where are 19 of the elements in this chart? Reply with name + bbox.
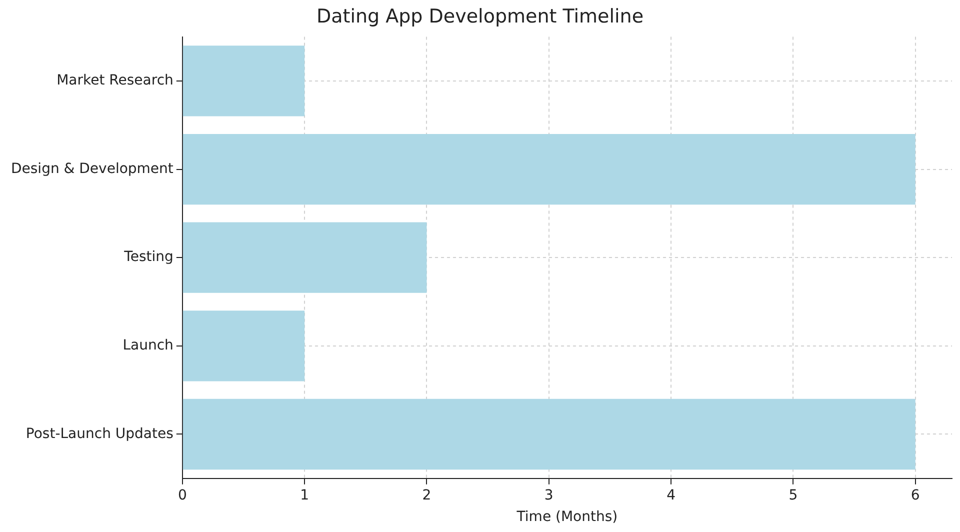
y-tick-label: Launch — [122, 338, 174, 354]
bar — [182, 46, 305, 116]
bar — [182, 310, 305, 382]
y-tick-label: Market Research — [56, 72, 174, 89]
x-tick-label: 5 — [788, 487, 798, 504]
x-tick-label: 6 — [910, 487, 920, 504]
bar — [182, 398, 916, 470]
y-tick-label: Post-Launch Updates — [26, 426, 174, 442]
bar — [182, 222, 427, 293]
x-tick-label: 0 — [178, 487, 187, 504]
x-tick-label: 2 — [422, 487, 432, 504]
bar — [182, 134, 916, 205]
x-axis-title: Time (Months) — [516, 509, 618, 526]
chart-title: Dating App Development Timeline — [316, 5, 644, 28]
x-tick-label: 3 — [544, 487, 554, 504]
x-tick-label: 1 — [300, 487, 310, 504]
y-tick-label: Testing — [123, 249, 174, 266]
y-tick-label: Design & Development — [10, 160, 174, 177]
x-tick-label: 4 — [666, 487, 676, 504]
